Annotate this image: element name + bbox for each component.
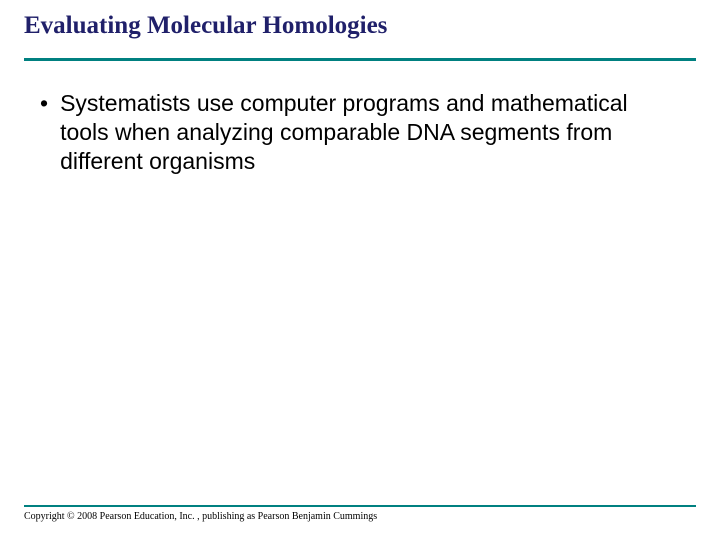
footer-divider bbox=[24, 505, 696, 507]
slide-title: Evaluating Molecular Homologies bbox=[24, 12, 696, 40]
bullet-item: • Systematists use computer programs and… bbox=[36, 89, 696, 175]
footer: Copyright © 2008 Pearson Education, Inc.… bbox=[24, 505, 696, 522]
body-content: • Systematists use computer programs and… bbox=[24, 89, 696, 175]
title-underline bbox=[24, 58, 696, 61]
copyright-text: Copyright © 2008 Pearson Education, Inc.… bbox=[24, 511, 696, 522]
bullet-marker: • bbox=[40, 89, 48, 118]
slide-container: Evaluating Molecular Homologies • System… bbox=[0, 0, 720, 540]
bullet-text: Systematists use computer programs and m… bbox=[60, 89, 660, 175]
